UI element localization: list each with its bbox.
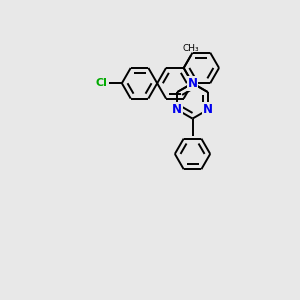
Text: N: N	[172, 103, 182, 116]
Text: Cl: Cl	[95, 78, 107, 88]
Text: CH₃: CH₃	[182, 44, 199, 53]
Text: N: N	[203, 103, 213, 116]
Text: N: N	[188, 77, 197, 90]
